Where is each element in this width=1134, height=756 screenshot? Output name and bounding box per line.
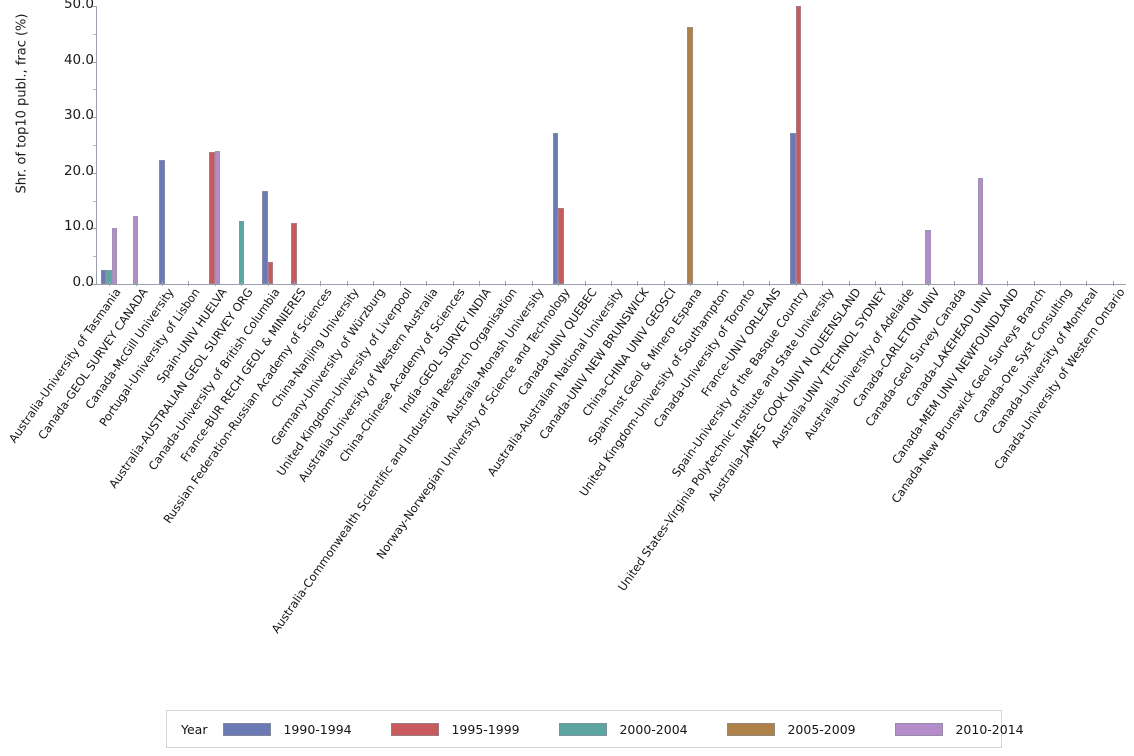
x-tick-mark: [531, 281, 533, 286]
bar: [111, 228, 118, 284]
y-tick-label: 40.0: [63, 51, 94, 68]
x-tick-mark: [373, 281, 375, 286]
x-tick-mark: [478, 281, 480, 286]
bar: [795, 6, 802, 284]
bar: [790, 132, 796, 284]
x-tick-mark: [346, 281, 348, 286]
x-tick-mark: [214, 281, 216, 286]
x-tick-mark: [452, 281, 454, 286]
y-axis-label: Shr. of top10 publ., frac (%): [14, 13, 30, 194]
y-tick-minor: [93, 200, 96, 202]
x-tick-mark: [980, 281, 982, 286]
x-tick-mark: [743, 281, 745, 286]
x-tick-mark: [505, 281, 507, 286]
legend-entries: 1990-1994 1995-1999 2000-2004 2005-2009 2010…: [223, 722, 1063, 737]
x-tick-mark: [927, 281, 929, 286]
bar: [291, 222, 297, 284]
x-tick-mark: [1033, 281, 1035, 286]
bar: [262, 191, 268, 284]
bar: [558, 208, 564, 284]
y-tick-mark: [91, 61, 96, 63]
bar: [552, 132, 559, 284]
bar: [209, 152, 215, 284]
x-tick-mark: [769, 281, 771, 286]
x-tick-mark: [663, 281, 665, 286]
legend-label: 1990-1994: [283, 721, 352, 737]
x-tick-mark: [848, 281, 850, 286]
x-tick-mark: [901, 281, 903, 286]
legend-swatch: [391, 722, 440, 736]
y-tick-label: 30.0: [63, 107, 94, 124]
legend-entry[interactable]: 2005-2009: [727, 722, 887, 737]
x-tick-mark: [822, 281, 824, 286]
y-tick-minor: [93, 33, 96, 35]
x-tick-mark: [954, 281, 956, 286]
x-tick-mark: [135, 281, 137, 286]
legend-label: 2000-2004: [619, 721, 688, 737]
x-tick-mark: [267, 281, 269, 286]
legend-swatch: [559, 722, 608, 736]
x-tick-label: Canada-GEOL SURVEY CANADA: [34, 285, 151, 443]
legend-label: 1995-1999: [451, 721, 520, 737]
y-tick-mark: [91, 6, 96, 7]
x-tick-mark: [584, 281, 586, 286]
x-tick-mark: [426, 281, 428, 286]
x-tick-mark: [1086, 281, 1088, 286]
y-tick-label: 50.0: [63, 0, 94, 12]
y-axis-line: [96, 6, 97, 284]
legend-swatch: [223, 722, 272, 736]
y-tick-minor: [93, 89, 96, 91]
x-tick-mark: [188, 281, 190, 286]
legend-entry[interactable]: 1990-1994: [223, 722, 383, 737]
legend-entry[interactable]: 1995-1999: [391, 722, 551, 737]
legend-title: Year: [181, 721, 208, 737]
x-tick-mark: [1112, 281, 1114, 286]
x-tick-mark: [558, 281, 560, 286]
y-tick-label: 20.0: [63, 162, 94, 179]
y-tick-minor: [93, 145, 96, 146]
bar: [238, 220, 244, 284]
bar: [267, 261, 274, 284]
x-tick-mark: [690, 281, 692, 286]
legend-label: 2010-2014: [955, 721, 1024, 737]
bars-layer: [96, 6, 1126, 284]
bar: [132, 215, 139, 284]
y-tick-mark: [91, 228, 96, 230]
x-tick-mark: [109, 281, 111, 286]
x-tick-mark: [1007, 281, 1009, 286]
legend: Year 1990-1994 1995-1999 2000-2004 2005-200…: [166, 710, 1024, 748]
x-tick-mark: [637, 281, 639, 286]
y-tick-label: 10.0: [63, 218, 94, 235]
x-tick-mark: [611, 281, 612, 286]
bar: [214, 151, 221, 284]
legend-entry[interactable]: 2000-2004: [559, 722, 719, 737]
y-tick-label: 0.0: [72, 274, 94, 290]
bar: [687, 27, 693, 284]
legend-swatch: [895, 722, 944, 736]
x-tick-mark: [795, 281, 797, 286]
bar: [159, 160, 165, 284]
x-tick-mark: [716, 281, 718, 286]
x-tick-mark: [241, 281, 243, 286]
legend-swatch: [727, 722, 776, 736]
y-tick-minor: [93, 256, 96, 258]
x-tick-mark: [1059, 281, 1061, 286]
bar: [100, 269, 107, 284]
bar: [925, 230, 931, 284]
x-axis-labels: Australia-University of Tasmania Canada-G…: [6, 281, 1127, 696]
x-tick-mark: [399, 281, 401, 286]
x-tick-mark: [162, 281, 164, 286]
x-tick-mark: [875, 281, 877, 286]
y-tick-mark: [91, 284, 96, 285]
y-tick-mark: [91, 117, 96, 119]
x-tick-mark: [320, 281, 322, 286]
y-tick-mark: [91, 172, 96, 174]
legend-label: 2005-2009: [787, 721, 856, 737]
legend-entry[interactable]: 2010-2014: [895, 722, 1055, 737]
bar: [977, 178, 984, 284]
x-tick-mark: [294, 281, 296, 286]
